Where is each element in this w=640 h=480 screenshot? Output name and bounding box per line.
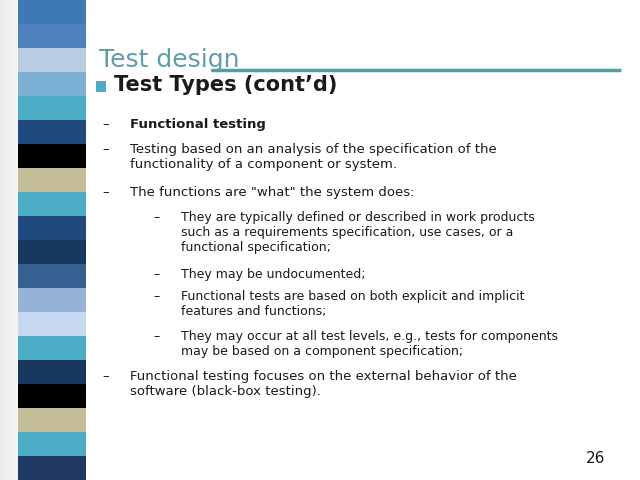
Text: Functional tests are based on both explicit and implicit
features and functions;: Functional tests are based on both expli…	[181, 290, 525, 318]
Text: They may be undocumented;: They may be undocumented;	[181, 268, 365, 281]
Bar	[18, 384, 86, 408]
Text: –: –	[154, 330, 160, 343]
Text: –: –	[102, 143, 109, 156]
Bar	[18, 216, 86, 240]
Text: The functions are "what" the system does:: The functions are "what" the system does…	[130, 186, 415, 199]
Text: –: –	[154, 268, 160, 281]
Text: –: –	[102, 186, 109, 199]
Bar	[18, 456, 86, 480]
Bar	[18, 408, 86, 432]
Text: Test design: Test design	[99, 48, 240, 72]
Text: They are typically defined or described in work products
such as a requirements : They are typically defined or described …	[181, 211, 535, 254]
Bar	[18, 120, 86, 144]
Bar	[18, 192, 86, 216]
Text: 26: 26	[586, 451, 605, 466]
Bar	[18, 264, 86, 288]
Text: They may occur at all test levels, e.g., tests for components
may be based on a : They may occur at all test levels, e.g.,…	[181, 330, 558, 358]
Text: Test Types (cont’d): Test Types (cont’d)	[114, 75, 337, 96]
Bar	[18, 336, 86, 360]
Bar	[18, 96, 86, 120]
Bar	[18, 240, 86, 264]
Bar	[18, 360, 86, 384]
Bar	[18, 312, 86, 336]
Bar	[18, 168, 86, 192]
Bar	[96, 81, 106, 92]
Bar	[18, 0, 86, 24]
Text: Functional testing: Functional testing	[130, 118, 266, 131]
Bar	[18, 24, 86, 48]
Text: –: –	[102, 370, 109, 383]
Text: –: –	[102, 118, 109, 131]
Text: Functional testing focuses on the external behavior of the
software (black-box t: Functional testing focuses on the extern…	[130, 370, 516, 398]
Bar	[18, 144, 86, 168]
Bar	[18, 432, 86, 456]
Text: –: –	[154, 290, 160, 303]
Bar	[18, 48, 86, 72]
Text: –: –	[154, 211, 160, 224]
Bar	[18, 72, 86, 96]
Text: Testing based on an analysis of the specification of the
functionality of a comp: Testing based on an analysis of the spec…	[130, 143, 497, 170]
Bar	[18, 288, 86, 312]
